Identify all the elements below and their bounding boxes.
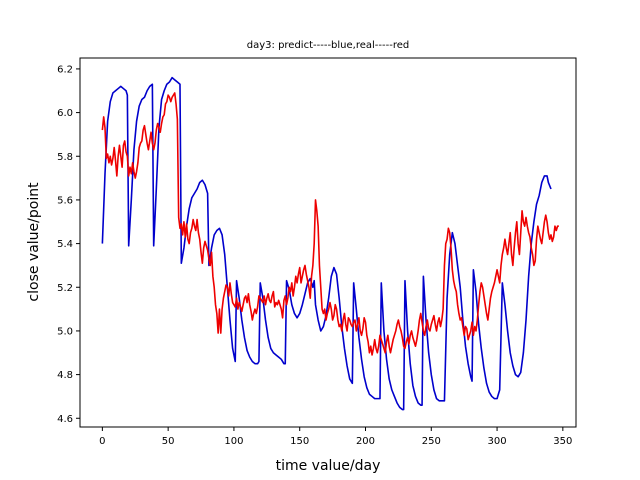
- series-line-2: [101, 92, 559, 356]
- x-tick-label: 200: [356, 436, 375, 447]
- x-tick-label: 300: [488, 436, 507, 447]
- x-tick-label: 350: [553, 436, 572, 447]
- plot-area: [79, 57, 577, 428]
- y-tick-label: 5.0: [57, 326, 73, 337]
- y-tick-label: 6.2: [57, 64, 73, 75]
- y-tick-label: 5.6: [57, 195, 73, 206]
- x-tick-label: 50: [162, 436, 175, 447]
- y-tick-label: 5.4: [57, 239, 73, 250]
- x-axis: 0 50 100 150 200 250 300 350: [99, 427, 572, 447]
- x-tick-label: 0: [99, 436, 105, 447]
- y-tick-label: 5.8: [57, 152, 73, 163]
- y-tick-label: 4.8: [57, 370, 73, 381]
- x-tick-label: 150: [290, 436, 309, 447]
- x-tick-label: 100: [224, 436, 243, 447]
- y-axis-label: close value/point: [26, 182, 42, 302]
- y-axis: 4.6 4.8 5.0 5.2 5.4 5.6 5.8 6.0 6.2: [57, 64, 80, 425]
- series-layer: [101, 76, 559, 411]
- chart-title: day3: predict-----blue,real-----red: [247, 40, 409, 51]
- x-axis-label: time value/day: [276, 458, 381, 474]
- y-tick-label: 6.0: [57, 108, 73, 119]
- x-tick-label: 250: [422, 436, 441, 447]
- y-tick-label: 5.2: [57, 283, 73, 294]
- y-tick-label: 4.6: [57, 414, 73, 425]
